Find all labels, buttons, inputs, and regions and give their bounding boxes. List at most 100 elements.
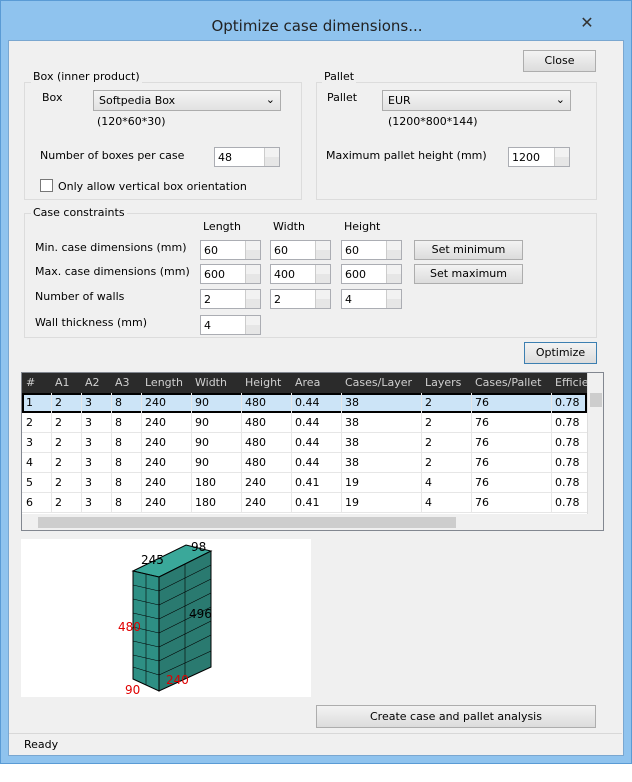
table-cell: 90	[195, 416, 209, 429]
constraint-spin[interactable]: 2	[200, 289, 261, 309]
table-cell: 5	[26, 476, 33, 489]
column-header: Cases/Pallet	[475, 376, 542, 389]
row[interactable]	[22, 493, 587, 513]
boxes-spin[interactable]: 48	[214, 147, 280, 167]
col-sep	[241, 393, 242, 413]
table-cell: 6	[26, 496, 33, 509]
column-header: Height	[344, 220, 381, 233]
table-cell: 240	[145, 396, 166, 409]
table-cell: 240	[145, 416, 166, 429]
table-cell: 3	[85, 416, 92, 429]
table-cell: 240	[145, 456, 166, 469]
column-header: #	[26, 376, 36, 389]
table-cell: 8	[115, 416, 122, 429]
row[interactable]	[22, 453, 587, 473]
col-sep	[191, 413, 192, 433]
table-cell: 2	[55, 396, 62, 409]
col-sep	[471, 473, 472, 493]
height-spin[interactable]: 1200	[508, 147, 570, 167]
col-sep	[111, 453, 112, 473]
row[interactable]	[22, 433, 587, 453]
dim-label: 480	[118, 620, 141, 634]
col-sep	[51, 453, 52, 473]
table-cell: 3	[85, 456, 92, 469]
table-cell: 2	[55, 416, 62, 429]
close-x[interactable]: ✕	[580, 13, 594, 32]
box-combo[interactable]: Softpedia Box ⌄	[93, 90, 281, 111]
column-header: Width	[195, 376, 227, 389]
column-header: A3	[115, 376, 130, 389]
column-header: Height	[245, 376, 282, 389]
set-min-button[interactable]: Set minimum	[414, 240, 523, 260]
row-label: Min. case dimensions (mm)	[35, 241, 187, 254]
col-sep	[341, 393, 342, 413]
close-button[interactable]: Close	[523, 50, 596, 72]
pallet-combo[interactable]: EUR ⌄	[382, 90, 571, 111]
v-scrollbar[interactable]	[587, 373, 603, 514]
dim-label: 496	[189, 607, 212, 621]
status-bar	[9, 733, 622, 734]
table-cell: 3	[85, 436, 92, 449]
table-cell: 240	[145, 476, 166, 489]
column-header: A2	[85, 376, 100, 389]
col-sep	[551, 453, 552, 473]
table-cell: 1	[26, 396, 33, 409]
pallet-group	[316, 82, 597, 200]
dim-label: 98	[191, 540, 206, 554]
constraint-spin[interactable]: 60	[200, 240, 261, 260]
col-sep	[141, 433, 142, 453]
set-max-button[interactable]: Set maximum	[414, 264, 523, 284]
dim-label: 245	[141, 553, 164, 567]
col-sep	[421, 453, 422, 473]
constraint-spin[interactable]: 2	[270, 289, 331, 309]
col-sep	[241, 473, 242, 493]
col-sep	[141, 453, 142, 473]
create-button[interactable]: Create case and pallet analysis	[316, 705, 596, 728]
col-sep	[81, 453, 82, 473]
table-cell: 0.78	[555, 416, 580, 429]
table-cell: 240	[245, 476, 266, 489]
constraint-spin[interactable]: 60	[341, 240, 402, 260]
selected-row[interactable]	[22, 393, 587, 413]
box-dims: (120*60*30)	[97, 115, 166, 128]
col-sep	[551, 413, 552, 433]
col-sep	[81, 473, 82, 493]
col-sep	[291, 393, 292, 413]
constraint-spin[interactable]: 400	[270, 264, 331, 284]
col-sep	[291, 433, 292, 453]
col-sep	[421, 433, 422, 453]
table-cell: 2	[26, 416, 33, 429]
table-cell: 0.44	[295, 436, 320, 449]
constraint-spin[interactable]: 600	[341, 264, 402, 284]
constraint-spin[interactable]: 4	[200, 315, 261, 335]
table-cell: 2	[55, 496, 62, 509]
constraint-spin[interactable]: 4	[341, 289, 402, 309]
table-cell: 2	[425, 456, 432, 469]
dim-label: 240	[166, 673, 189, 687]
status-text: Ready	[24, 738, 59, 751]
table-cell: 240	[145, 496, 166, 509]
column-header: Length	[203, 220, 241, 233]
col-sep	[471, 413, 472, 433]
table-cell: 90	[195, 396, 209, 409]
table-cell: 2	[55, 476, 62, 489]
row[interactable]	[22, 413, 587, 433]
group-label: Case constraints	[31, 206, 127, 219]
constraint-spin[interactable]: 60	[270, 240, 331, 260]
label: Maximum pallet height (mm)	[326, 149, 487, 162]
table-cell: 4	[26, 456, 33, 469]
col-sep	[51, 493, 52, 513]
optimize-button[interactable]: Optimize	[524, 342, 597, 364]
column-header: Length	[145, 376, 183, 389]
table-cell: 480	[245, 396, 266, 409]
table-cell: 0.78	[555, 396, 580, 409]
table-cell: 3	[85, 476, 92, 489]
checkbox[interactable]	[40, 179, 53, 192]
row[interactable]	[22, 473, 587, 493]
h-scrollbar[interactable]	[22, 514, 603, 530]
table-cell: 0.44	[295, 456, 320, 469]
col-sep	[421, 473, 422, 493]
table-header	[22, 373, 603, 393]
constraint-spin[interactable]: 600	[200, 264, 261, 284]
